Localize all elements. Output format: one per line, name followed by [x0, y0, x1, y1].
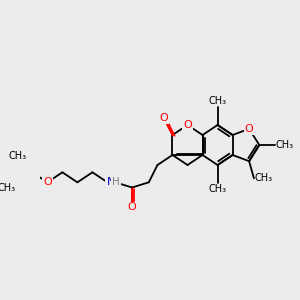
Text: CH₃: CH₃	[208, 96, 226, 106]
Text: O: O	[128, 202, 136, 212]
Text: CH₃: CH₃	[0, 183, 16, 193]
Text: O: O	[159, 113, 168, 123]
Text: CH₃: CH₃	[276, 140, 294, 150]
Text: CH₃: CH₃	[208, 184, 226, 194]
Text: N: N	[107, 177, 115, 187]
Text: H: H	[111, 177, 119, 187]
Text: CH₃: CH₃	[255, 173, 273, 183]
Text: O: O	[245, 124, 254, 134]
Text: O: O	[183, 120, 192, 130]
Text: CH₃: CH₃	[8, 151, 26, 161]
Text: O: O	[43, 177, 52, 187]
Text: H: H	[112, 177, 120, 187]
Text: N: N	[106, 177, 114, 187]
